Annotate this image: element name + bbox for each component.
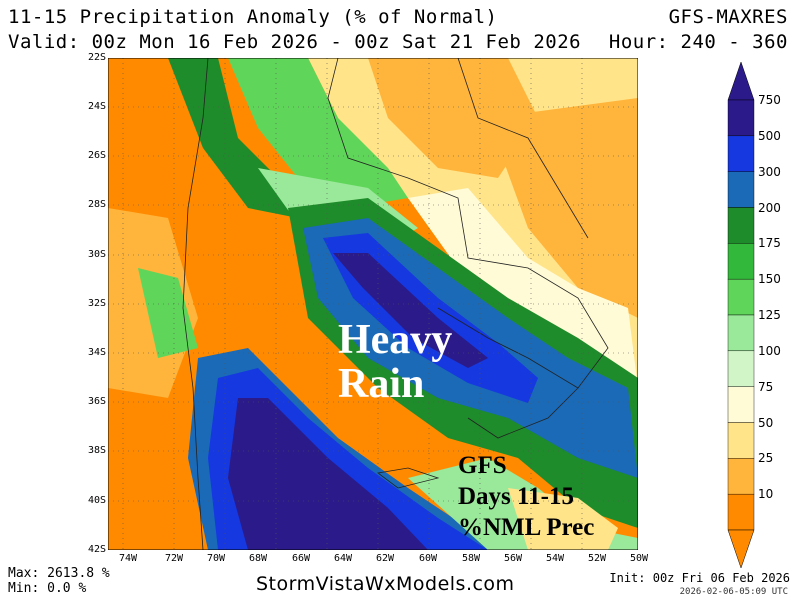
colorbar-label: 125 [758,308,781,322]
colorbar-segment [727,207,755,244]
colorbar-segment [727,422,755,459]
colorbar-segment [727,493,755,531]
lat-label: 24S [87,101,106,112]
colorbar-segment [727,135,755,172]
lon-label: 56W [503,553,523,564]
lat-label: 42S [87,544,106,555]
lat-label: 40S [87,495,106,506]
annotation-line: %NML Prec [458,514,595,541]
forecast-hour: Hour: 240 - 360 [608,31,788,53]
colorbar-label: 25 [758,451,774,466]
colorbar-label: 10 [758,487,774,502]
colorbar-label: 50 [758,415,774,430]
generated-timestamp: 2026-02-06-05:09 UTC [679,587,788,597]
lon-label: 54W [545,553,565,564]
colorbar-label: 75 [758,379,774,394]
colorbar-segment [727,314,755,352]
lon-label: 60W [418,553,438,564]
lon-label: 50W [629,553,649,564]
lon-label: 68W [248,553,268,564]
valid-period: Valid: 00z Mon 16 Feb 2026 - 00z Sat 21 … [8,31,582,53]
colorbar-label: 100 [758,343,781,358]
model-name: GFS-MAXRES [668,6,788,28]
colorbar-segment [727,278,755,316]
min-value: Min: 0.0 % [8,581,87,596]
colorbar-segment [727,350,755,387]
colorbar-label: 500 [758,128,781,143]
precip-anomaly-map [108,58,638,550]
model-annotation: GFS Days 11-15 %NML Prec [458,450,594,543]
lon-label: 64W [333,553,353,564]
colorbar-label: 150 [758,272,781,287]
colorbar-segment [727,243,755,280]
lat-label: 32S [87,298,106,309]
color-legend [727,62,755,568]
annotation-line: Heavy [338,317,453,363]
colorbar-segment [727,99,755,137]
init-time: Init: 00z Fri 06 Feb 2026 [609,571,790,585]
colorbar-top-arrow [727,62,755,101]
colorbar-label: 200 [758,200,781,215]
lon-label: 70W [206,553,226,564]
lon-label: 72W [164,553,184,564]
field-stats: Max: 2613.8 % Min: 0.0 % [8,566,110,596]
map-title: 11-15 Precipitation Anomaly (% of Normal… [8,6,498,28]
lon-label: 66W [291,553,311,564]
lat-label: 30S [87,249,106,260]
lat-label: 26S [87,150,106,161]
colorbar-label: 300 [758,164,781,179]
colorbar-label: 750 [758,93,781,107]
lat-label: 22S [87,52,106,63]
colorbar-segment [727,386,755,423]
heavy-rain-annotation: Heavy Rain [338,318,452,406]
annotation-line: Rain [338,361,425,407]
annotation-line: GFS [458,452,507,479]
lon-label: 52W [587,553,607,564]
lon-label: 58W [461,553,481,564]
colorbar-bottom-arrow [727,529,755,568]
lat-label: 38S [87,445,106,456]
lon-label: 62W [375,553,395,564]
colorbar-label: 175 [758,236,781,251]
lat-label: 36S [87,396,106,407]
lat-label: 34S [87,347,106,358]
site-credit: StormVistaWxModels.com [256,573,515,595]
lat-label: 28S [87,199,106,210]
colorbar-segment [727,171,755,208]
annotation-line: Days 11-15 [458,483,574,510]
lon-label: 74W [118,553,138,564]
colorbar-segment [727,458,755,495]
max-value: Max: 2613.8 % [8,566,110,581]
